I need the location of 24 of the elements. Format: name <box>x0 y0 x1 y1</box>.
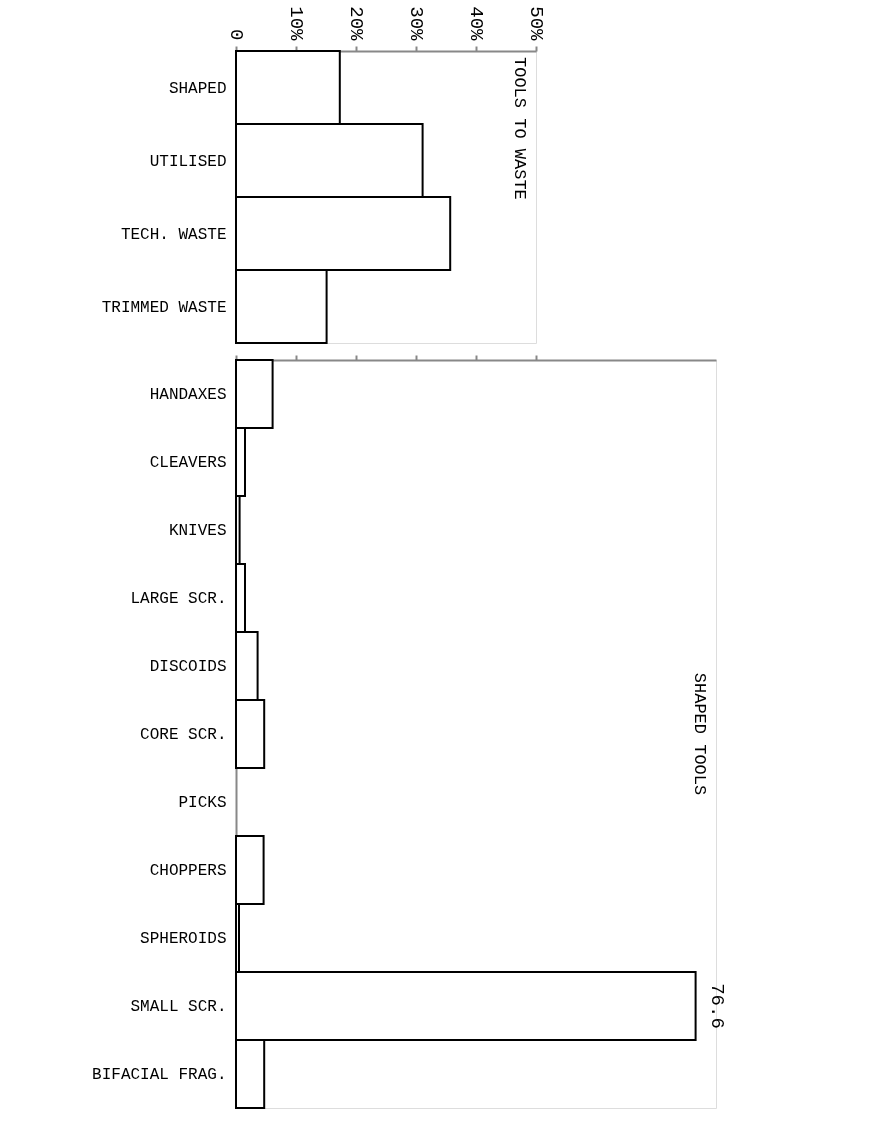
y-tick-label: CHOPPERS <box>149 862 227 880</box>
y-tick-label: PICKS <box>178 794 227 812</box>
y-tick-label: TECH. WASTE <box>120 225 227 244</box>
x-tick-label: 40% <box>464 6 487 42</box>
y-tick-label: UTILISED <box>149 152 227 171</box>
x-tick-label: 0 <box>224 29 247 41</box>
y-tick-label: BIFACIAL FRAG. <box>92 1066 227 1084</box>
y-tick-label: DISCOIDS <box>149 658 227 676</box>
x-tick-label: 20% <box>344 6 367 42</box>
y-tick-label: HANDAXES <box>149 386 227 404</box>
text: SHAPED TOOLS <box>690 672 709 796</box>
y-tick-label: KNIVES <box>168 522 227 540</box>
y-tick-label: LARGE SCR. <box>130 590 227 608</box>
x-tick-label: 10% <box>284 6 307 42</box>
y-tick-label: SMALL SCR. <box>130 998 227 1016</box>
y-tick-label: SPHEROIDS <box>140 930 227 948</box>
y-tick-label: CLEAVERS <box>149 454 227 472</box>
data-label: 76.6 <box>705 983 728 1029</box>
x-tick-label: 50% <box>524 6 547 42</box>
y-tick-label: CORE SCR. <box>140 726 227 744</box>
y-tick-label: TRIMMED WASTE <box>101 298 227 317</box>
x-tick-label: 30% <box>404 6 427 42</box>
y-tick-label: SHAPED <box>168 79 227 98</box>
text: TOOLS TO WASTE <box>510 57 529 200</box>
